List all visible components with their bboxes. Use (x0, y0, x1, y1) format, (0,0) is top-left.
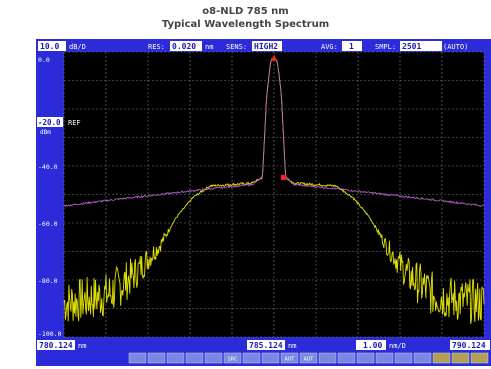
softkey-button[interactable] (337, 352, 356, 364)
softkey-button[interactable] (280, 352, 299, 364)
softkey-button[interactable] (451, 352, 470, 364)
softkey-button[interactable] (318, 352, 337, 364)
softkey-button[interactable] (432, 352, 451, 364)
avg-value-box[interactable] (342, 41, 362, 51)
smpl-mode: (AUTO) (443, 43, 468, 51)
center-wavelength-box[interactable] (247, 340, 285, 350)
res-unit: nm (205, 43, 213, 51)
bottom-bar: 780.124 nm 785.124 nm 1.00 nm/D 790.124 (37, 340, 490, 350)
avg-label: AVG: (321, 43, 338, 51)
start-wavelength: 780.124 (39, 341, 73, 350)
status-bar: 10.0 dB/D RES: 0.020 nm SENS: HIGH2 AVG:… (38, 41, 468, 51)
y-tick-label: -80.0 (38, 277, 58, 285)
ref-value-box[interactable] (37, 117, 63, 127)
gridlines (63, 51, 485, 338)
softkey-button[interactable] (128, 352, 147, 364)
scale-value-box[interactable] (38, 41, 66, 51)
trace-marker (280, 174, 286, 180)
softkey-label: SRC (228, 357, 238, 363)
softkey-button[interactable] (394, 352, 413, 364)
softkey-button[interactable] (356, 352, 375, 364)
softkey-button[interactable] (242, 352, 261, 364)
span-value: 1.00 (363, 341, 382, 350)
span-box[interactable] (356, 340, 386, 350)
smpl-value: 2501 (402, 42, 421, 51)
span-unit: nm/D (389, 342, 406, 350)
softkey-button[interactable] (375, 352, 394, 364)
softkey-button[interactable] (299, 352, 318, 364)
softkey-button[interactable] (147, 352, 166, 364)
res-value-box[interactable] (170, 41, 202, 51)
start-wavelength-box[interactable] (37, 340, 75, 350)
softkey-label: AUT (304, 357, 315, 363)
res-value: 0.020 (172, 42, 196, 51)
chart-title: o8-NLD 785 nm (202, 6, 289, 17)
sens-value: HIGH2 (254, 42, 278, 51)
center-unit: nm (288, 342, 296, 350)
softkey-button[interactable] (413, 352, 432, 364)
spectrum-analyzer-display: 0.0 -40.0 -60.0 -80.0 -100.0 10.0 dB/D RES: … (36, 39, 491, 366)
avg-value: 1 (349, 42, 354, 51)
scale-value: 10.0 (40, 42, 59, 51)
smpl-value-box[interactable] (400, 41, 442, 51)
center-wavelength: 785.124 (249, 341, 283, 350)
trace-markers (271, 54, 286, 180)
softkey-button[interactable] (223, 352, 242, 364)
ref-level: -20.0 REF dBm (37, 117, 81, 136)
softkey-row: SRC AUT AUT (128, 352, 489, 364)
y-tick-label: -60.0 (38, 220, 58, 228)
ref-label: REF (68, 119, 81, 127)
softkey-button[interactable] (470, 352, 489, 364)
softkey-button[interactable] (261, 352, 280, 364)
ref-unit: dBm (40, 129, 51, 136)
stop-wavelength: 790.124 (452, 341, 486, 350)
y-tick-label: -100.0 (38, 330, 62, 338)
softkey-button[interactable] (204, 352, 223, 364)
sens-value-box[interactable] (252, 41, 282, 51)
scale-unit: dB/D (69, 43, 86, 51)
y-tick-label: 0.0 (38, 56, 50, 64)
softkey-button[interactable] (166, 352, 185, 364)
softkey-button[interactable] (185, 352, 204, 364)
res-label: RES: (148, 43, 165, 51)
y-tick-label: -40.0 (38, 163, 58, 171)
start-unit: nm (78, 342, 86, 350)
y-tick-labels: 0.0 -40.0 -60.0 -80.0 -100.0 (38, 56, 62, 338)
smpl-label: SMPL: (375, 43, 396, 51)
stop-wavelength-box[interactable] (450, 340, 490, 350)
chart-subtitle: Typical Wavelength Spectrum (161, 19, 330, 30)
sens-label: SENS: (226, 43, 247, 51)
ref-value: -20.0 (38, 118, 61, 127)
peak-marker (271, 54, 277, 61)
softkey-label: AUT (285, 357, 296, 363)
